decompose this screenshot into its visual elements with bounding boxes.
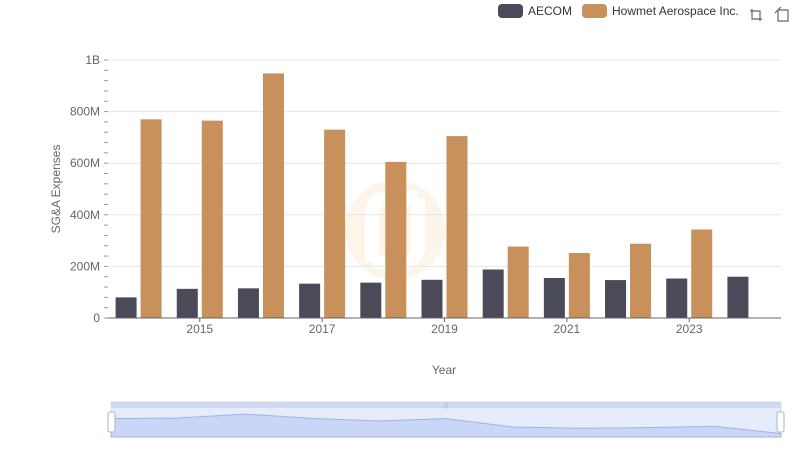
- x-tick-label: 2023: [676, 322, 703, 336]
- legend-item-aecom[interactable]: AECOM: [498, 4, 572, 18]
- bar-aecom[interactable]: [421, 279, 443, 318]
- legend-swatch: [498, 4, 523, 18]
- bar-howmet[interactable]: [262, 73, 284, 318]
- bar-aecom[interactable]: [543, 278, 565, 318]
- x-tick-label: 2015: [186, 322, 213, 336]
- slider-handle-left[interactable]: [107, 411, 116, 433]
- y-tick-label: 400M: [70, 208, 100, 222]
- x-axis-label: Year: [432, 363, 456, 377]
- data-zoom-slider[interactable]: |||: [107, 401, 785, 438]
- y-axis-label: SG&A Expenses: [49, 145, 63, 234]
- bar-howmet[interactable]: [201, 120, 223, 318]
- bar-aecom[interactable]: [727, 276, 749, 318]
- bar-aecom[interactable]: [482, 269, 504, 318]
- legend-swatch: [582, 4, 608, 18]
- x-tick-label: 2021: [554, 322, 581, 336]
- legend-label: Howmet Aerospace Inc.: [612, 4, 739, 18]
- y-tick-label: 200M: [70, 259, 100, 273]
- x-tick-label: 2019: [431, 322, 458, 336]
- zoom-select-icon[interactable]: [748, 6, 764, 22]
- bar-aecom[interactable]: [237, 288, 259, 318]
- bar-howmet[interactable]: [568, 252, 590, 318]
- slider-grip-icon[interactable]: |||: [444, 403, 449, 409]
- bars: [115, 73, 749, 318]
- bar-howmet[interactable]: [140, 119, 162, 318]
- bar-howmet[interactable]: [385, 161, 407, 318]
- bar-howmet[interactable]: [446, 136, 468, 318]
- bar-howmet[interactable]: [324, 129, 346, 318]
- y-tick-label: 800M: [70, 105, 100, 119]
- slider-top-bar[interactable]: [111, 402, 781, 408]
- bar-howmet[interactable]: [691, 229, 713, 318]
- bar-aecom[interactable]: [176, 288, 198, 318]
- slider-handle-right[interactable]: [776, 411, 785, 433]
- restore-icon[interactable]: [774, 6, 790, 22]
- legend-item-howmet[interactable]: Howmet Aerospace Inc.: [582, 4, 739, 18]
- axes: 0 200M 400M 600M 800M 1B 2015 2017 2019 2021 2023: [70, 53, 781, 336]
- legend: AECOM Howmet Aerospace Inc.: [498, 4, 749, 18]
- legend-label: AECOM: [528, 4, 573, 18]
- x-tick-label: 2017: [309, 322, 336, 336]
- bar-howmet[interactable]: [507, 246, 529, 318]
- y-tick-label: 1B: [85, 53, 100, 67]
- bar-howmet[interactable]: [630, 243, 652, 318]
- bar-aecom[interactable]: [666, 278, 688, 318]
- bar-aecom[interactable]: [115, 297, 137, 318]
- slider-preview-area: [110, 413, 782, 438]
- bar-aecom[interactable]: [605, 280, 627, 318]
- bar-aecom[interactable]: [299, 283, 321, 318]
- bar-aecom[interactable]: [360, 282, 382, 318]
- y-tick-label: 0: [93, 311, 100, 325]
- y-tick-label: 600M: [70, 156, 100, 170]
